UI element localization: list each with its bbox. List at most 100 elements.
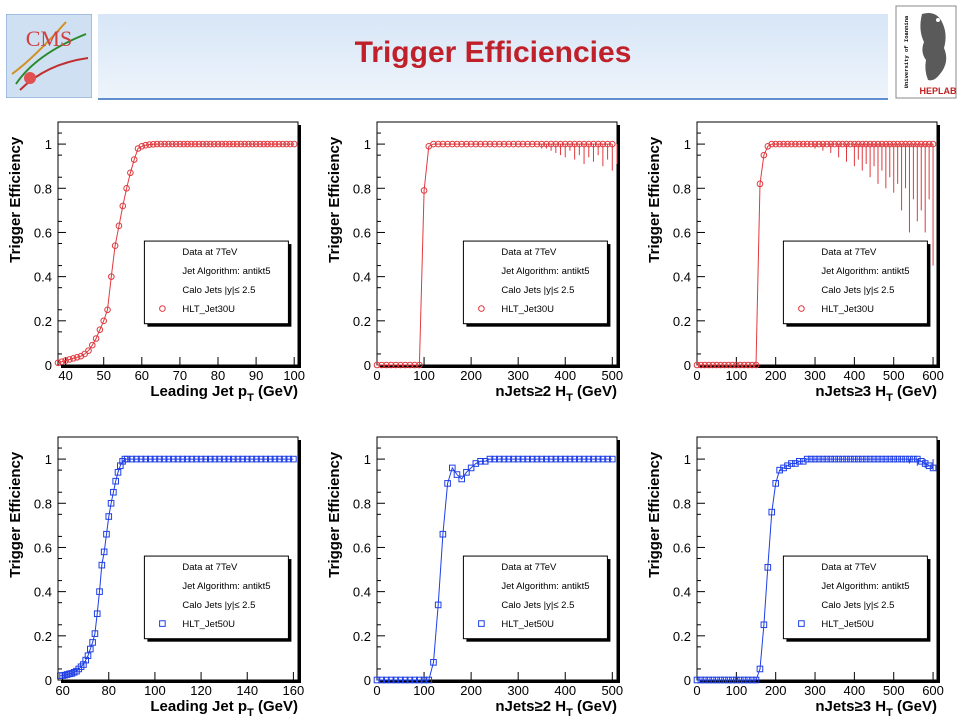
x-axis-label: Leading Jet pT (GeV) xyxy=(150,698,298,719)
data-point xyxy=(827,455,835,463)
legend-entry: Jet Algorithm: antikt5 xyxy=(821,581,909,592)
data-point xyxy=(815,455,823,463)
data-point xyxy=(383,676,390,684)
data-point xyxy=(576,455,583,463)
data-point xyxy=(608,455,616,463)
legend-entry: HLT_Jet50U xyxy=(182,619,235,630)
y-tick-label: 0.4 xyxy=(353,585,371,600)
data-point xyxy=(127,169,134,177)
data-point xyxy=(142,455,149,463)
y-tick-label: 0.6 xyxy=(673,540,691,555)
y-tick-label: 0.8 xyxy=(353,181,371,196)
data-point xyxy=(378,676,386,684)
x-tick-label: 200 xyxy=(460,368,482,383)
y-tick-label: 0 xyxy=(684,673,691,688)
data-point xyxy=(729,361,736,369)
x-axis-label: nJets≥2 HT (GeV) xyxy=(495,698,617,719)
data-point xyxy=(245,140,252,148)
data-point xyxy=(170,455,177,463)
y-tick-label: 0 xyxy=(364,673,371,688)
data-point xyxy=(58,358,66,365)
data-point xyxy=(533,455,541,463)
data-point xyxy=(756,665,764,673)
y-tick-label: 0 xyxy=(45,358,52,373)
data-point xyxy=(898,140,905,148)
data-point xyxy=(262,455,269,463)
y-tick-label: 0 xyxy=(684,358,691,373)
x-tick-label: 300 xyxy=(507,683,529,698)
data-point xyxy=(191,140,199,148)
data-point xyxy=(855,455,862,463)
legend-marker xyxy=(478,620,485,627)
data-point xyxy=(744,361,752,369)
data-point xyxy=(890,140,898,148)
data-point xyxy=(803,140,811,148)
data-point xyxy=(760,621,768,629)
y-tick-label: 1 xyxy=(364,452,371,467)
data-point xyxy=(168,140,176,148)
data-point xyxy=(397,361,404,369)
x-tick-label: 100 xyxy=(283,368,305,383)
legend-entry: Calo Jets |y|≤ 2.5 xyxy=(821,600,894,611)
data-point xyxy=(211,455,219,463)
data-point xyxy=(276,455,283,463)
data-point xyxy=(768,140,776,148)
data-point xyxy=(439,140,447,148)
svg-text:HEPLAB: HEPLAB xyxy=(919,86,957,96)
data-point xyxy=(96,326,104,333)
data-point xyxy=(486,140,494,148)
data-point xyxy=(153,140,161,148)
x-tick-label: 600 xyxy=(922,368,944,383)
data-point xyxy=(929,140,937,148)
legend-entry: Calo Jets |y|≤ 2.5 xyxy=(182,600,255,611)
data-point xyxy=(608,140,616,148)
data-point xyxy=(855,140,862,148)
data-point xyxy=(807,455,815,463)
x-tick-label: 100 xyxy=(413,683,435,698)
data-point xyxy=(229,140,237,148)
data-point xyxy=(576,140,583,148)
data-point xyxy=(210,140,218,148)
y-axis-label: Trigger Efficiency xyxy=(326,136,343,263)
data-point xyxy=(188,140,195,148)
data-point xyxy=(472,460,480,467)
y-tick-label: 0.2 xyxy=(673,629,691,644)
data-point xyxy=(54,359,62,367)
data-point xyxy=(898,455,905,463)
data-point xyxy=(925,140,933,148)
data-point xyxy=(92,335,100,342)
data-point xyxy=(780,464,787,472)
x-tick-label: 0 xyxy=(693,683,700,698)
data-point xyxy=(383,361,390,369)
x-tick-label: 200 xyxy=(765,368,787,383)
data-point xyxy=(784,140,791,148)
data-point xyxy=(851,140,858,148)
data-point xyxy=(165,455,173,463)
chart-panel-1: 0 0.2 0.4 0.6 0.8 1 40 50 60 70 80 90 100 Trigger Eff… xyxy=(7,121,305,404)
data-point xyxy=(115,222,123,230)
data-point xyxy=(252,140,260,148)
data-point xyxy=(237,140,245,148)
data-point xyxy=(914,140,921,148)
data-point xyxy=(256,140,264,148)
x-tick-label: 500 xyxy=(883,368,905,383)
data-point xyxy=(538,455,546,463)
y-tick-label: 0.6 xyxy=(34,225,52,240)
y-tick-label: 0.6 xyxy=(353,225,371,240)
data-point xyxy=(736,676,744,684)
data-point xyxy=(557,455,564,463)
data-point xyxy=(193,455,200,463)
x-tick-label: 100 xyxy=(725,368,747,383)
data-point xyxy=(874,140,882,148)
data-point xyxy=(271,455,279,463)
data-point xyxy=(89,639,96,646)
data-point xyxy=(111,242,119,250)
legend-marker xyxy=(798,305,805,312)
data-point xyxy=(847,140,854,148)
data-point xyxy=(552,455,560,463)
data-point xyxy=(788,460,795,467)
data-point xyxy=(843,140,850,148)
data-point xyxy=(705,676,713,684)
